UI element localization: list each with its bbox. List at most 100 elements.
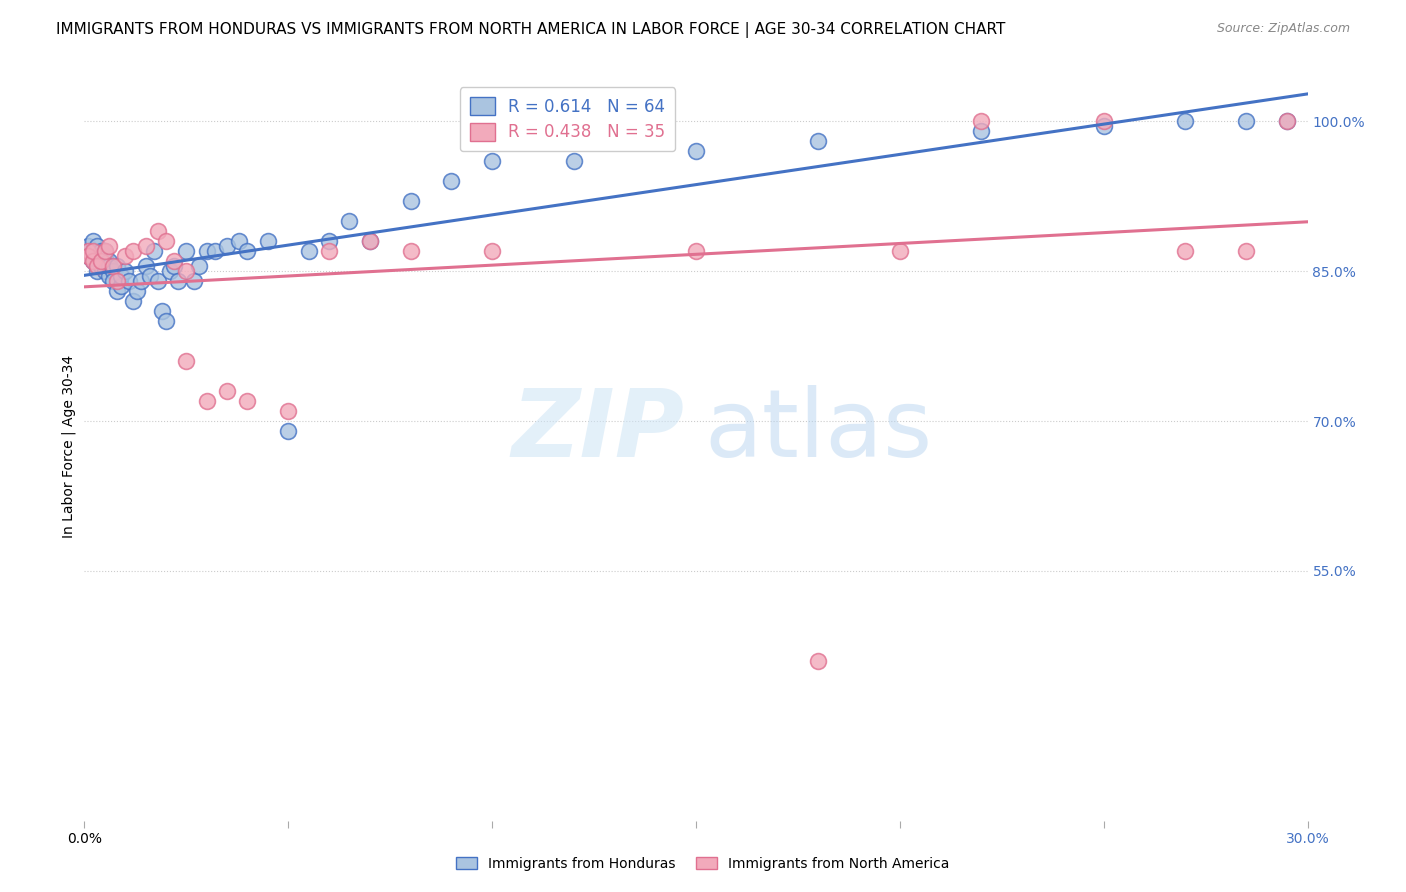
Point xyxy=(889,244,911,259)
Point xyxy=(163,259,186,273)
Point xyxy=(1174,114,1197,128)
Point xyxy=(86,259,108,273)
Y-axis label: In Labor Force | Age 30-34: In Labor Force | Age 30-34 xyxy=(62,354,76,538)
Point xyxy=(127,284,149,298)
Point xyxy=(195,244,218,259)
Point xyxy=(204,244,226,259)
Point xyxy=(277,424,299,438)
Point xyxy=(1277,114,1299,128)
Point xyxy=(101,264,124,278)
Point xyxy=(97,259,120,273)
Point xyxy=(174,264,197,278)
Point xyxy=(562,154,585,169)
Point xyxy=(86,259,108,273)
Point xyxy=(167,274,190,288)
Point xyxy=(970,114,993,128)
Point xyxy=(86,249,108,263)
Point xyxy=(105,284,128,298)
Point xyxy=(86,264,108,278)
Point xyxy=(399,194,422,209)
Point xyxy=(97,254,120,268)
Point xyxy=(685,244,707,259)
Point xyxy=(77,249,100,263)
Point xyxy=(122,294,145,309)
Point xyxy=(807,654,830,668)
Point xyxy=(105,259,128,273)
Point xyxy=(807,134,830,148)
Text: atlas: atlas xyxy=(704,385,932,477)
Point xyxy=(159,264,181,278)
Point xyxy=(101,274,124,288)
Point xyxy=(82,254,104,268)
Point xyxy=(481,244,503,259)
Point xyxy=(86,239,108,253)
Point xyxy=(93,244,115,259)
Point xyxy=(1174,244,1197,259)
Point xyxy=(359,234,381,248)
Point xyxy=(1092,114,1115,128)
Point xyxy=(1092,120,1115,134)
Point xyxy=(1277,114,1299,128)
Point xyxy=(114,264,136,278)
Point xyxy=(318,244,340,259)
Point xyxy=(97,269,120,284)
Point xyxy=(93,264,115,278)
Point xyxy=(97,239,120,253)
Point xyxy=(298,244,321,259)
Point xyxy=(183,274,205,288)
Point xyxy=(90,259,112,273)
Point xyxy=(1236,114,1258,128)
Point xyxy=(277,404,299,418)
Point xyxy=(339,214,361,228)
Point xyxy=(150,304,173,318)
Point xyxy=(163,254,186,268)
Point xyxy=(217,384,239,398)
Point xyxy=(77,249,100,263)
Point xyxy=(1236,244,1258,259)
Text: ZIP: ZIP xyxy=(512,385,685,477)
Point xyxy=(90,254,112,268)
Point xyxy=(93,244,115,259)
Point xyxy=(122,244,145,259)
Text: IMMIGRANTS FROM HONDURAS VS IMMIGRANTS FROM NORTH AMERICA IN LABOR FORCE | AGE 3: IMMIGRANTS FROM HONDURAS VS IMMIGRANTS F… xyxy=(56,22,1005,38)
Point xyxy=(82,254,104,268)
Legend: Immigrants from Honduras, Immigrants from North America: Immigrants from Honduras, Immigrants fro… xyxy=(451,851,955,876)
Point xyxy=(970,124,993,138)
Point xyxy=(82,234,104,248)
Point xyxy=(187,259,209,273)
Point xyxy=(82,244,104,259)
Point xyxy=(135,239,157,253)
Point xyxy=(77,239,100,253)
Point xyxy=(110,269,132,284)
Legend: R = 0.614   N = 64, R = 0.438   N = 35: R = 0.614 N = 64, R = 0.438 N = 35 xyxy=(460,87,675,151)
Point xyxy=(142,244,165,259)
Point xyxy=(105,274,128,288)
Point xyxy=(359,234,381,248)
Point xyxy=(440,174,463,188)
Point xyxy=(90,244,112,259)
Text: Source: ZipAtlas.com: Source: ZipAtlas.com xyxy=(1216,22,1350,36)
Point xyxy=(195,394,218,409)
Point xyxy=(146,274,169,288)
Point xyxy=(146,224,169,238)
Point xyxy=(155,234,177,248)
Point xyxy=(257,234,280,248)
Point xyxy=(110,279,132,293)
Point xyxy=(174,354,197,368)
Point xyxy=(236,244,259,259)
Point xyxy=(135,259,157,273)
Point xyxy=(114,249,136,263)
Point xyxy=(155,314,177,328)
Point xyxy=(399,244,422,259)
Point xyxy=(174,244,197,259)
Point xyxy=(481,154,503,169)
Point xyxy=(685,145,707,159)
Point xyxy=(90,254,112,268)
Point xyxy=(82,244,104,259)
Point xyxy=(228,234,250,248)
Point xyxy=(93,249,115,263)
Point xyxy=(217,239,239,253)
Point xyxy=(131,274,153,288)
Point xyxy=(77,244,100,259)
Point xyxy=(77,244,100,259)
